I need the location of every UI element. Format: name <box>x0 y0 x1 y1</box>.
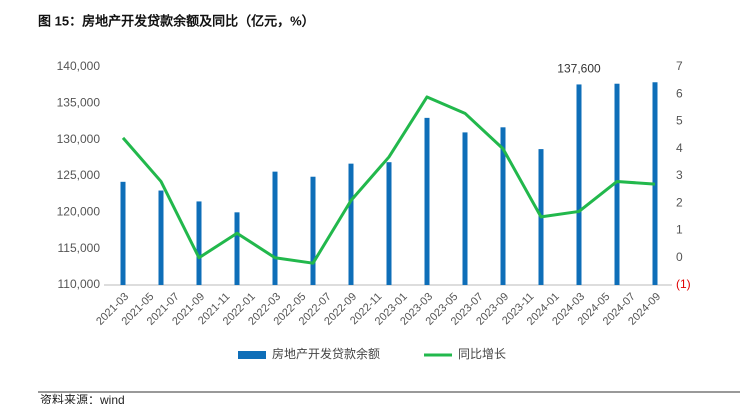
y2-tick-label: 5 <box>676 114 683 128</box>
bar <box>386 162 392 285</box>
y2-tick-label: 3 <box>676 168 683 182</box>
legend-swatch <box>238 351 266 359</box>
chart-title: 图 15：房地产开发贷款余额及同比（亿元，%） <box>38 13 315 28</box>
y-tick-label: 125,000 <box>57 168 101 182</box>
bar <box>158 190 164 285</box>
legend-label: 房地产开发贷款余额 <box>272 346 380 361</box>
y-tick-label: 135,000 <box>57 96 101 110</box>
y2-tick-label: 4 <box>676 141 683 155</box>
y-tick-label: 115,000 <box>58 241 101 255</box>
y-tick-label: 120,000 <box>57 205 101 219</box>
legend-label: 同比增长 <box>458 347 506 361</box>
bar <box>196 201 202 285</box>
bar <box>310 176 316 285</box>
y2-tick-label: 0 <box>676 250 683 264</box>
y-tick-label: 140,000 <box>57 59 101 73</box>
data-label: 137,600 <box>557 62 601 76</box>
bar <box>234 212 240 285</box>
bar <box>120 181 126 285</box>
source: 资料来源：wind <box>40 393 125 404</box>
y-tick-label: 130,000 <box>57 132 101 146</box>
y2-tick-label: 6 <box>676 86 683 100</box>
bar <box>614 83 620 285</box>
y2-tick-label: (1) <box>676 277 691 291</box>
bar <box>500 127 506 286</box>
bar <box>272 171 278 285</box>
y2-tick-label: 7 <box>676 59 683 73</box>
bar <box>576 84 582 285</box>
line <box>121 95 656 265</box>
y-tick-label: 110,000 <box>58 277 101 291</box>
y2-tick-label: 2 <box>676 195 683 209</box>
bar <box>424 117 430 285</box>
bar <box>348 163 354 285</box>
bar <box>462 132 468 285</box>
y2-tick-label: 1 <box>676 223 683 237</box>
